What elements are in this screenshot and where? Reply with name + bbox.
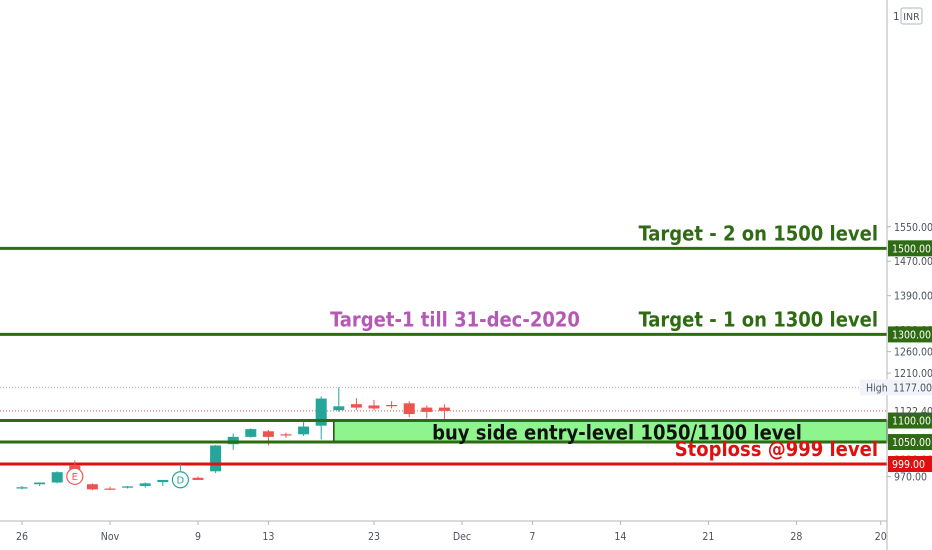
candle[interactable] bbox=[280, 432, 292, 438]
time-tick-label: 23 bbox=[368, 531, 380, 543]
candle-body bbox=[16, 487, 28, 489]
candle[interactable] bbox=[298, 419, 310, 437]
candle[interactable] bbox=[210, 445, 222, 474]
candle[interactable] bbox=[104, 486, 116, 491]
plot-area[interactable]: E D Target - 2 on 1500 level Target - 1 on … bbox=[0, 221, 888, 491]
event-marker[interactable] bbox=[66, 467, 84, 485]
candle-body bbox=[227, 436, 239, 445]
chart-annotation[interactable]: buy side entry-level 1050/1100 level bbox=[432, 420, 802, 444]
last-price-label: 1122.40 bbox=[894, 406, 932, 418]
candle[interactable] bbox=[315, 396, 327, 440]
candle[interactable] bbox=[403, 401, 415, 418]
time-tick-label: 14 bbox=[614, 531, 626, 543]
level-price-tag bbox=[888, 240, 932, 257]
candle-body bbox=[245, 429, 257, 437]
level-price-tag bbox=[888, 456, 932, 472]
candle[interactable] bbox=[34, 482, 46, 486]
level-price-label: 1050.00 bbox=[892, 437, 931, 449]
level-price-label: 1100.00 bbox=[892, 416, 931, 428]
time-tick-label: 13 bbox=[262, 531, 274, 543]
top-tick-label: 1 bbox=[893, 11, 900, 23]
candle-body bbox=[86, 484, 98, 490]
price-tick-label: 1390.00 bbox=[894, 291, 932, 303]
time-tick-label: 21 bbox=[702, 531, 714, 543]
candle[interactable] bbox=[333, 387, 345, 412]
candle[interactable] bbox=[51, 471, 63, 484]
candle[interactable] bbox=[122, 485, 134, 489]
candle-body bbox=[51, 472, 63, 483]
time-tick-label: Nov bbox=[101, 531, 120, 543]
chart-annotation[interactable]: Target - 2 on 1500 level bbox=[639, 221, 878, 245]
event-marker[interactable] bbox=[171, 471, 189, 489]
candle-body bbox=[298, 426, 310, 435]
candle-body bbox=[368, 405, 380, 409]
candle[interactable] bbox=[350, 398, 362, 410]
candle-body bbox=[403, 403, 415, 415]
candle[interactable] bbox=[157, 479, 169, 486]
candle-body bbox=[192, 477, 204, 480]
candle-body bbox=[157, 479, 169, 483]
price-axis[interactable]: 970.001010.001210.001260.001310.001390.0… bbox=[860, 0, 932, 550]
candle[interactable] bbox=[421, 405, 433, 419]
candle-body bbox=[139, 483, 151, 486]
price-tick-label: 970.00 bbox=[894, 471, 927, 483]
price-tick-label: 1210.00 bbox=[894, 368, 932, 380]
candle-body bbox=[34, 482, 46, 485]
price-tick-label: 1550.00 bbox=[894, 222, 932, 234]
price-tick-label: 1260.00 bbox=[894, 347, 932, 359]
candle-body bbox=[104, 488, 116, 490]
candle[interactable] bbox=[386, 401, 398, 409]
candle[interactable] bbox=[368, 399, 380, 411]
candle-body bbox=[280, 434, 292, 436]
high-marker-value: 1177.00 bbox=[893, 382, 932, 394]
time-tick-label: 20 bbox=[875, 531, 887, 543]
level-price-tag bbox=[888, 326, 932, 343]
event-marker-label: D bbox=[177, 475, 185, 486]
candle[interactable] bbox=[245, 428, 257, 438]
candle-body bbox=[421, 407, 433, 412]
candle-body bbox=[350, 404, 362, 408]
time-tick-label: Dec bbox=[453, 531, 471, 543]
candle-body bbox=[315, 398, 327, 426]
candle[interactable] bbox=[86, 483, 98, 491]
candle-body bbox=[69, 465, 81, 470]
time-axis[interactable]: 26 Nov 9 13 23 Dec 7 14 21 28 20 bbox=[0, 520, 887, 543]
candle[interactable] bbox=[16, 485, 28, 490]
candle-body bbox=[122, 486, 134, 488]
level-price-tag bbox=[888, 412, 932, 429]
level-price-label: 999.00 bbox=[892, 459, 925, 471]
time-tick-label: 26 bbox=[16, 531, 28, 543]
high-marker-tag bbox=[860, 379, 932, 396]
level-price-label: 1300.00 bbox=[892, 329, 931, 341]
time-tick-label: 7 bbox=[529, 531, 535, 543]
chart-annotation[interactable]: Target-1 till 31-dec-2020 bbox=[330, 307, 580, 331]
currency-label: INR bbox=[903, 12, 920, 23]
level-price-tag bbox=[888, 434, 932, 451]
candle-body bbox=[262, 431, 274, 437]
candle[interactable] bbox=[139, 482, 151, 488]
level-price-label: 1500.00 bbox=[892, 243, 931, 255]
candle-body bbox=[210, 445, 222, 472]
candle[interactable] bbox=[192, 476, 204, 480]
event-marker-label: E bbox=[72, 472, 78, 483]
time-tick-label: 9 bbox=[195, 531, 201, 543]
candle-body bbox=[333, 406, 345, 411]
price-tick-label: 1470.00 bbox=[894, 256, 932, 268]
currency-badge[interactable] bbox=[900, 7, 923, 25]
candle-body bbox=[386, 405, 398, 407]
chart-annotation[interactable]: Stoploss @999 level bbox=[675, 437, 878, 461]
candle-body bbox=[438, 407, 450, 411]
time-tick-label: 28 bbox=[790, 531, 802, 543]
chart-annotation[interactable]: Target - 1 on 1300 level bbox=[639, 307, 878, 331]
high-marker-label: High bbox=[866, 382, 888, 394]
